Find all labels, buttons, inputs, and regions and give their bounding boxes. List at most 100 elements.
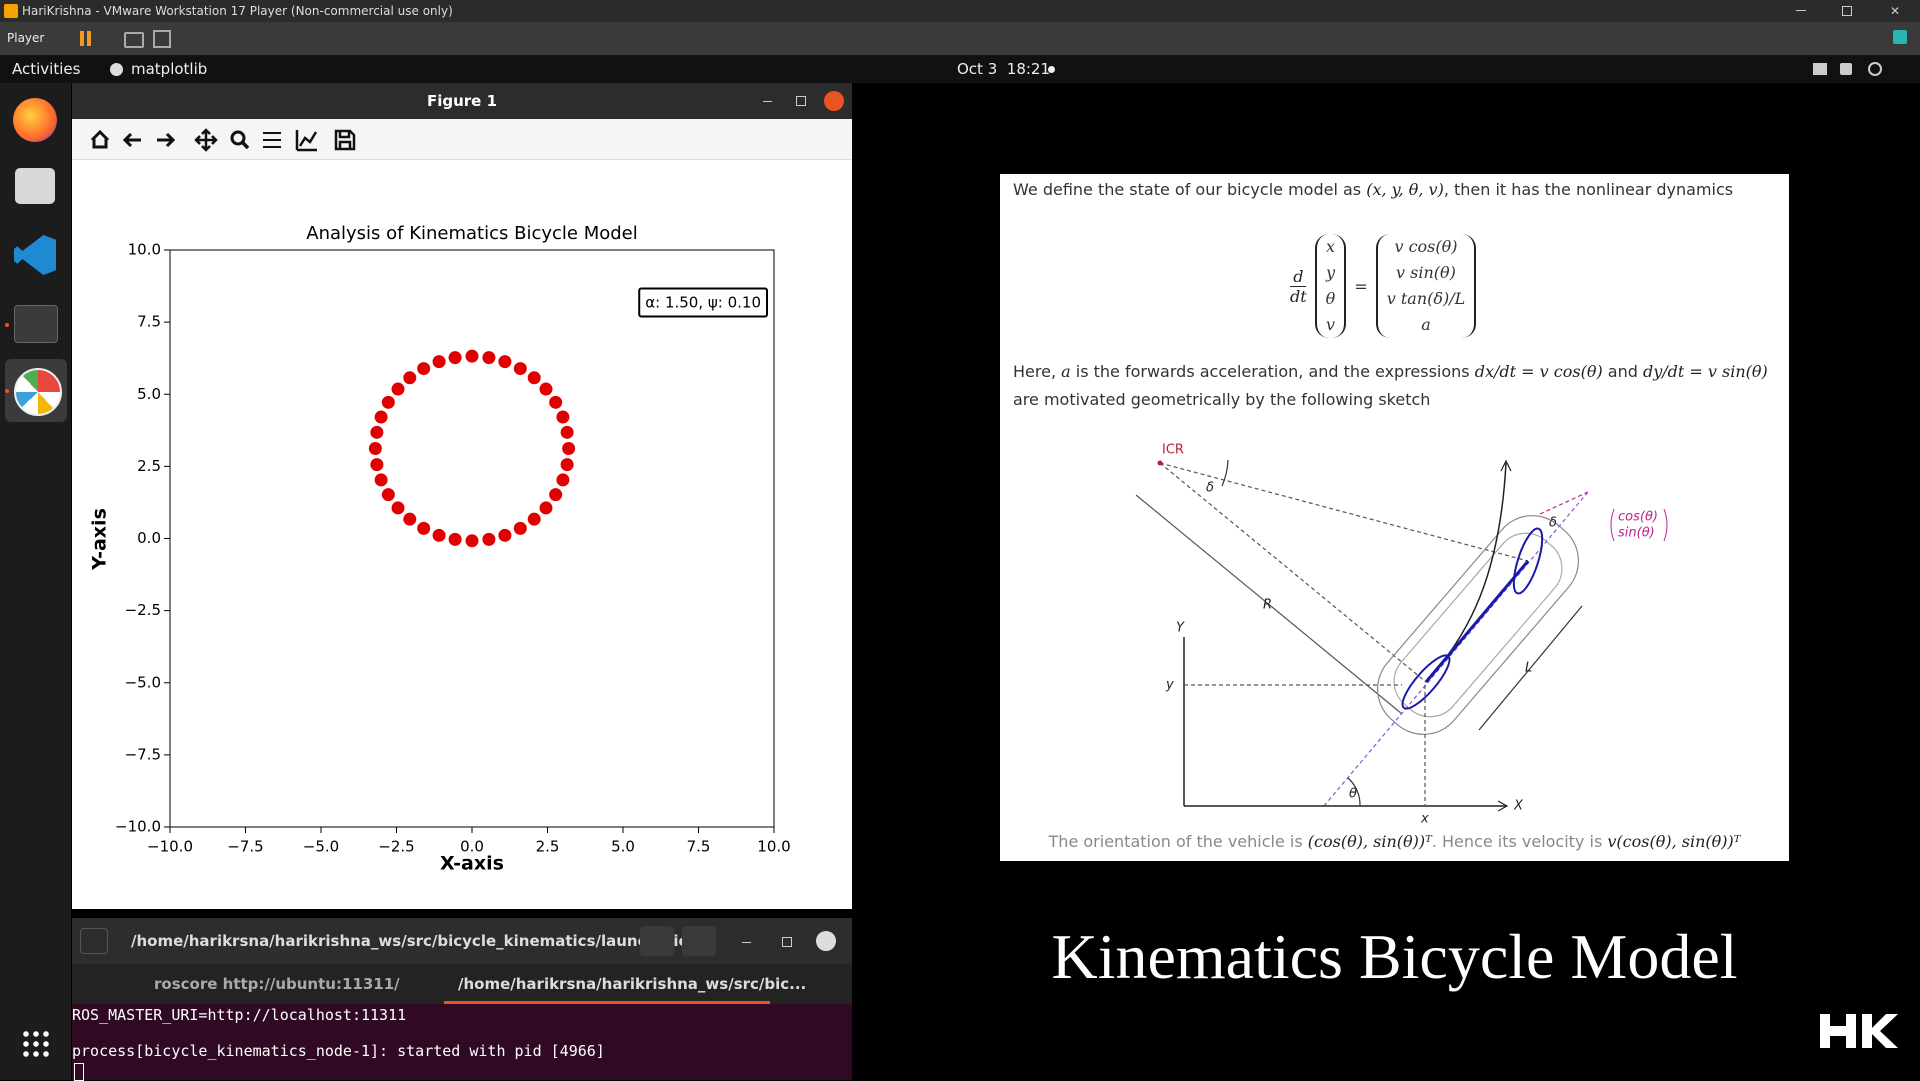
x-tick-label: 10.0	[757, 838, 790, 856]
text: are motivated geometrically by the follo…	[1013, 390, 1431, 409]
math: a	[1061, 362, 1071, 381]
slide-title: Kinematics Bicycle Model	[1051, 921, 1738, 992]
derivative: d dt	[1290, 267, 1307, 306]
x-tick-label: 2.5	[536, 838, 560, 856]
save-button[interactable]	[334, 129, 356, 151]
y-label: y	[1165, 678, 1174, 693]
network-icon[interactable]	[1813, 63, 1827, 75]
annotation-box	[638, 287, 768, 318]
player-menu[interactable]: Player	[7, 31, 45, 45]
entry: v sin(θ)	[1396, 263, 1456, 282]
search-button[interactable]	[640, 926, 674, 956]
maximize-button[interactable]	[1842, 6, 1852, 16]
running-indicator	[5, 389, 9, 393]
zoom-button[interactable]	[230, 130, 246, 146]
figure-toolbar	[72, 119, 852, 160]
x-tick-label: 0.0	[460, 838, 484, 856]
forward-button[interactable]	[157, 132, 176, 148]
scatter-point	[562, 441, 576, 455]
menu-button[interactable]	[682, 926, 716, 956]
vscode-icon[interactable]	[14, 235, 56, 275]
terminal-window: /home/harikrsna/harikrishna_ws/src/bicyc…	[72, 918, 852, 1081]
trajectory-arrow	[1500, 459, 1512, 472]
minimize-button[interactable]	[763, 101, 772, 102]
files-icon[interactable]	[15, 168, 55, 204]
entry: a	[1421, 315, 1431, 334]
x-axis-label: X	[1513, 799, 1524, 814]
close-button[interactable]: ✕	[1890, 4, 1901, 18]
app-menu[interactable]: matplotlib	[131, 60, 208, 78]
maximize-button[interactable]	[782, 937, 792, 947]
tab-active[interactable]: /home/harikrsna/harikrishna_ws/src/bic..…	[458, 975, 807, 993]
scatter-point	[539, 382, 553, 396]
tab[interactable]: roscore http://ubuntu:11311/	[154, 975, 400, 993]
volume-icon[interactable]	[1840, 63, 1852, 75]
fullscreen-button[interactable]	[153, 30, 171, 48]
text: is the forwards acceleration, and the ex…	[1070, 362, 1475, 381]
delta-label: δ	[1206, 481, 1214, 496]
text: . Hence its velocity is	[1431, 832, 1608, 851]
matplotlib-icon[interactable]	[14, 368, 62, 416]
show-apps-button[interactable]	[21, 1029, 49, 1057]
toolbar-icons	[90, 128, 356, 152]
entry: v	[1325, 315, 1336, 334]
front-ray	[1159, 462, 1529, 562]
edit-axes-button[interactable]	[295, 130, 318, 152]
scatter-point	[417, 521, 431, 535]
minimize-button[interactable]	[742, 942, 751, 943]
x-tick-label: −2.5	[378, 838, 414, 856]
devices-button[interactable]	[124, 32, 144, 48]
back-button[interactable]	[122, 132, 141, 148]
activities-button[interactable]: Activities	[12, 60, 81, 78]
subplots-button[interactable]	[263, 132, 281, 148]
figure-window: Figure 1 Analysis of Kinematics Bicycle …	[72, 83, 852, 909]
scatter-point	[381, 395, 395, 409]
scatter-point	[556, 473, 570, 487]
terminal-icon[interactable]	[14, 305, 58, 343]
dynamics-vector: v cos(θ) v sin(θ) v tan(δ)/L a	[1375, 234, 1477, 338]
y-tick-label: 0.0	[137, 529, 161, 547]
close-button[interactable]	[824, 91, 844, 111]
scatter-point	[560, 425, 574, 439]
running-indicator	[5, 323, 9, 327]
vm-icon	[4, 4, 18, 18]
terminal-line: ROS_MASTER_URI=http://localhost:11311	[72, 1006, 407, 1024]
x-tick-label: 7.5	[687, 838, 711, 856]
logo-mark	[1820, 1014, 1898, 1048]
intro-text: We define the state of our bicycle model…	[1013, 180, 1733, 199]
heading-parens	[1610, 508, 1668, 542]
scatter-point	[465, 534, 479, 548]
trajectory	[1425, 462, 1507, 683]
y-tick-label: 5.0	[137, 385, 161, 403]
pan-button[interactable]	[194, 128, 218, 152]
y-axis-label: Y-axis	[89, 508, 111, 571]
y-tick-label: −7.5	[125, 745, 161, 763]
message-icon[interactable]	[1893, 30, 1907, 44]
new-tab-button[interactable]	[80, 928, 108, 954]
pause-button[interactable]	[80, 31, 84, 46]
clock[interactable]: Oct 3 18:21	[957, 60, 1051, 78]
figure-title: Figure 1	[72, 83, 852, 119]
math: dy/dt = v sin(θ)	[1642, 362, 1768, 381]
scatter-point	[539, 501, 553, 515]
y-axis-label: Y	[1176, 621, 1185, 636]
vm-title: HariKrishna - VMware Workstation 17 Play…	[22, 4, 453, 18]
close-button[interactable]	[816, 931, 836, 951]
home-button[interactable]	[90, 129, 110, 149]
vm-title-bar: HariKrishna - VMware Workstation 17 Play…	[0, 0, 1920, 22]
icr-point	[1157, 460, 1163, 466]
y-tick-label: −5.0	[125, 673, 161, 691]
scatter-point	[391, 382, 405, 396]
terminal-tabs: roscore http://ubuntu:11311/ /home/harik…	[72, 964, 852, 1004]
power-icon[interactable]	[1868, 62, 1882, 76]
theta-label: θ	[1349, 787, 1357, 802]
firefox-icon[interactable]	[13, 98, 57, 142]
y-tick-label: 2.5	[137, 457, 161, 475]
minimize-button[interactable]	[1796, 10, 1806, 11]
zoom-handle	[240, 140, 250, 150]
math: (x, y, θ, v)	[1366, 180, 1444, 199]
vm-toolbar: Player	[0, 22, 1920, 55]
maximize-button[interactable]	[796, 96, 806, 106]
